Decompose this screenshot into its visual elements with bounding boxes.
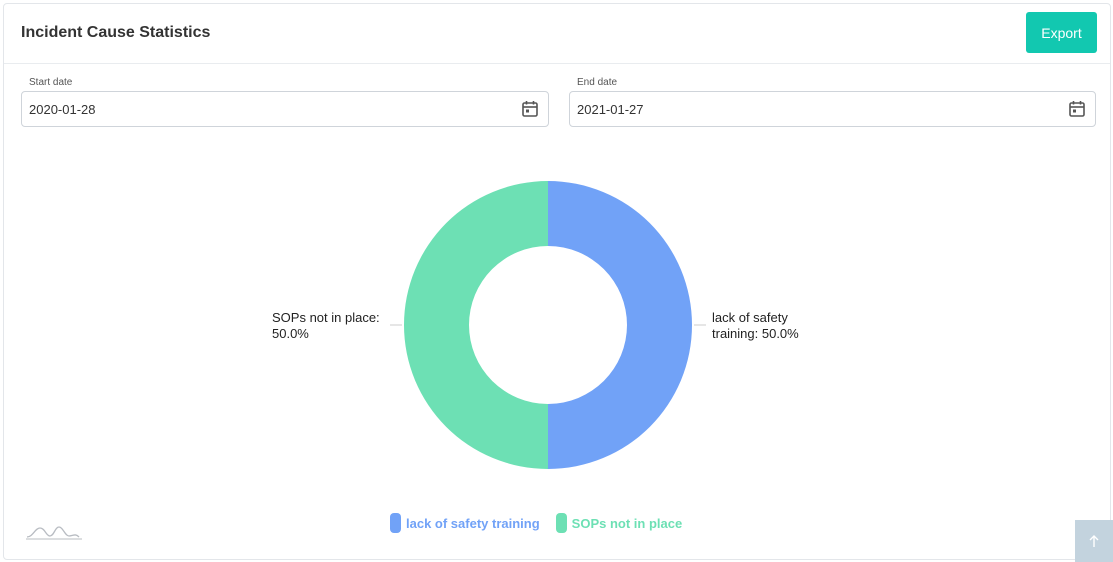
chart-logo-icon bbox=[26, 526, 82, 540]
legend-swatch bbox=[390, 513, 401, 533]
page-title: Incident Cause Statistics bbox=[21, 24, 211, 41]
export-button[interactable]: Export bbox=[1026, 12, 1097, 53]
card-header: Incident Cause Statistics Export bbox=[4, 4, 1110, 64]
start-date-input[interactable]: 2020-01-28 bbox=[21, 91, 549, 127]
end-date-value: 2021-01-27 bbox=[577, 102, 644, 117]
arrow-up-icon bbox=[1089, 535, 1099, 547]
end-date-input[interactable]: 2021-01-27 bbox=[569, 91, 1096, 127]
scroll-to-top-button[interactable] bbox=[1075, 520, 1113, 562]
legend-item-sops-not-in-place[interactable]: SOPs not in place bbox=[555, 513, 683, 533]
data-label-0: lack of safety training: 50.0% bbox=[712, 310, 799, 341]
legend-swatch bbox=[555, 513, 567, 533]
chart-legend: lack of safety training SOPs not in plac… bbox=[390, 512, 698, 534]
calendar-icon[interactable] bbox=[1068, 100, 1086, 118]
end-date-label: End date bbox=[577, 77, 618, 88]
start-date-value: 2020-01-28 bbox=[29, 102, 96, 117]
donut-slice-1[interactable] bbox=[404, 181, 548, 469]
calendar-icon[interactable] bbox=[521, 100, 539, 118]
legend-label: SOPs not in place bbox=[571, 515, 683, 531]
donut-slice-0[interactable] bbox=[548, 181, 692, 469]
legend-label: lack of safety training bbox=[406, 515, 540, 531]
legend-item-lack-of-safety-training[interactable]: lack of safety training bbox=[390, 513, 540, 533]
data-label-1: SOPs not in place: 50.0% bbox=[272, 310, 380, 341]
start-date-label: Start date bbox=[29, 77, 73, 88]
